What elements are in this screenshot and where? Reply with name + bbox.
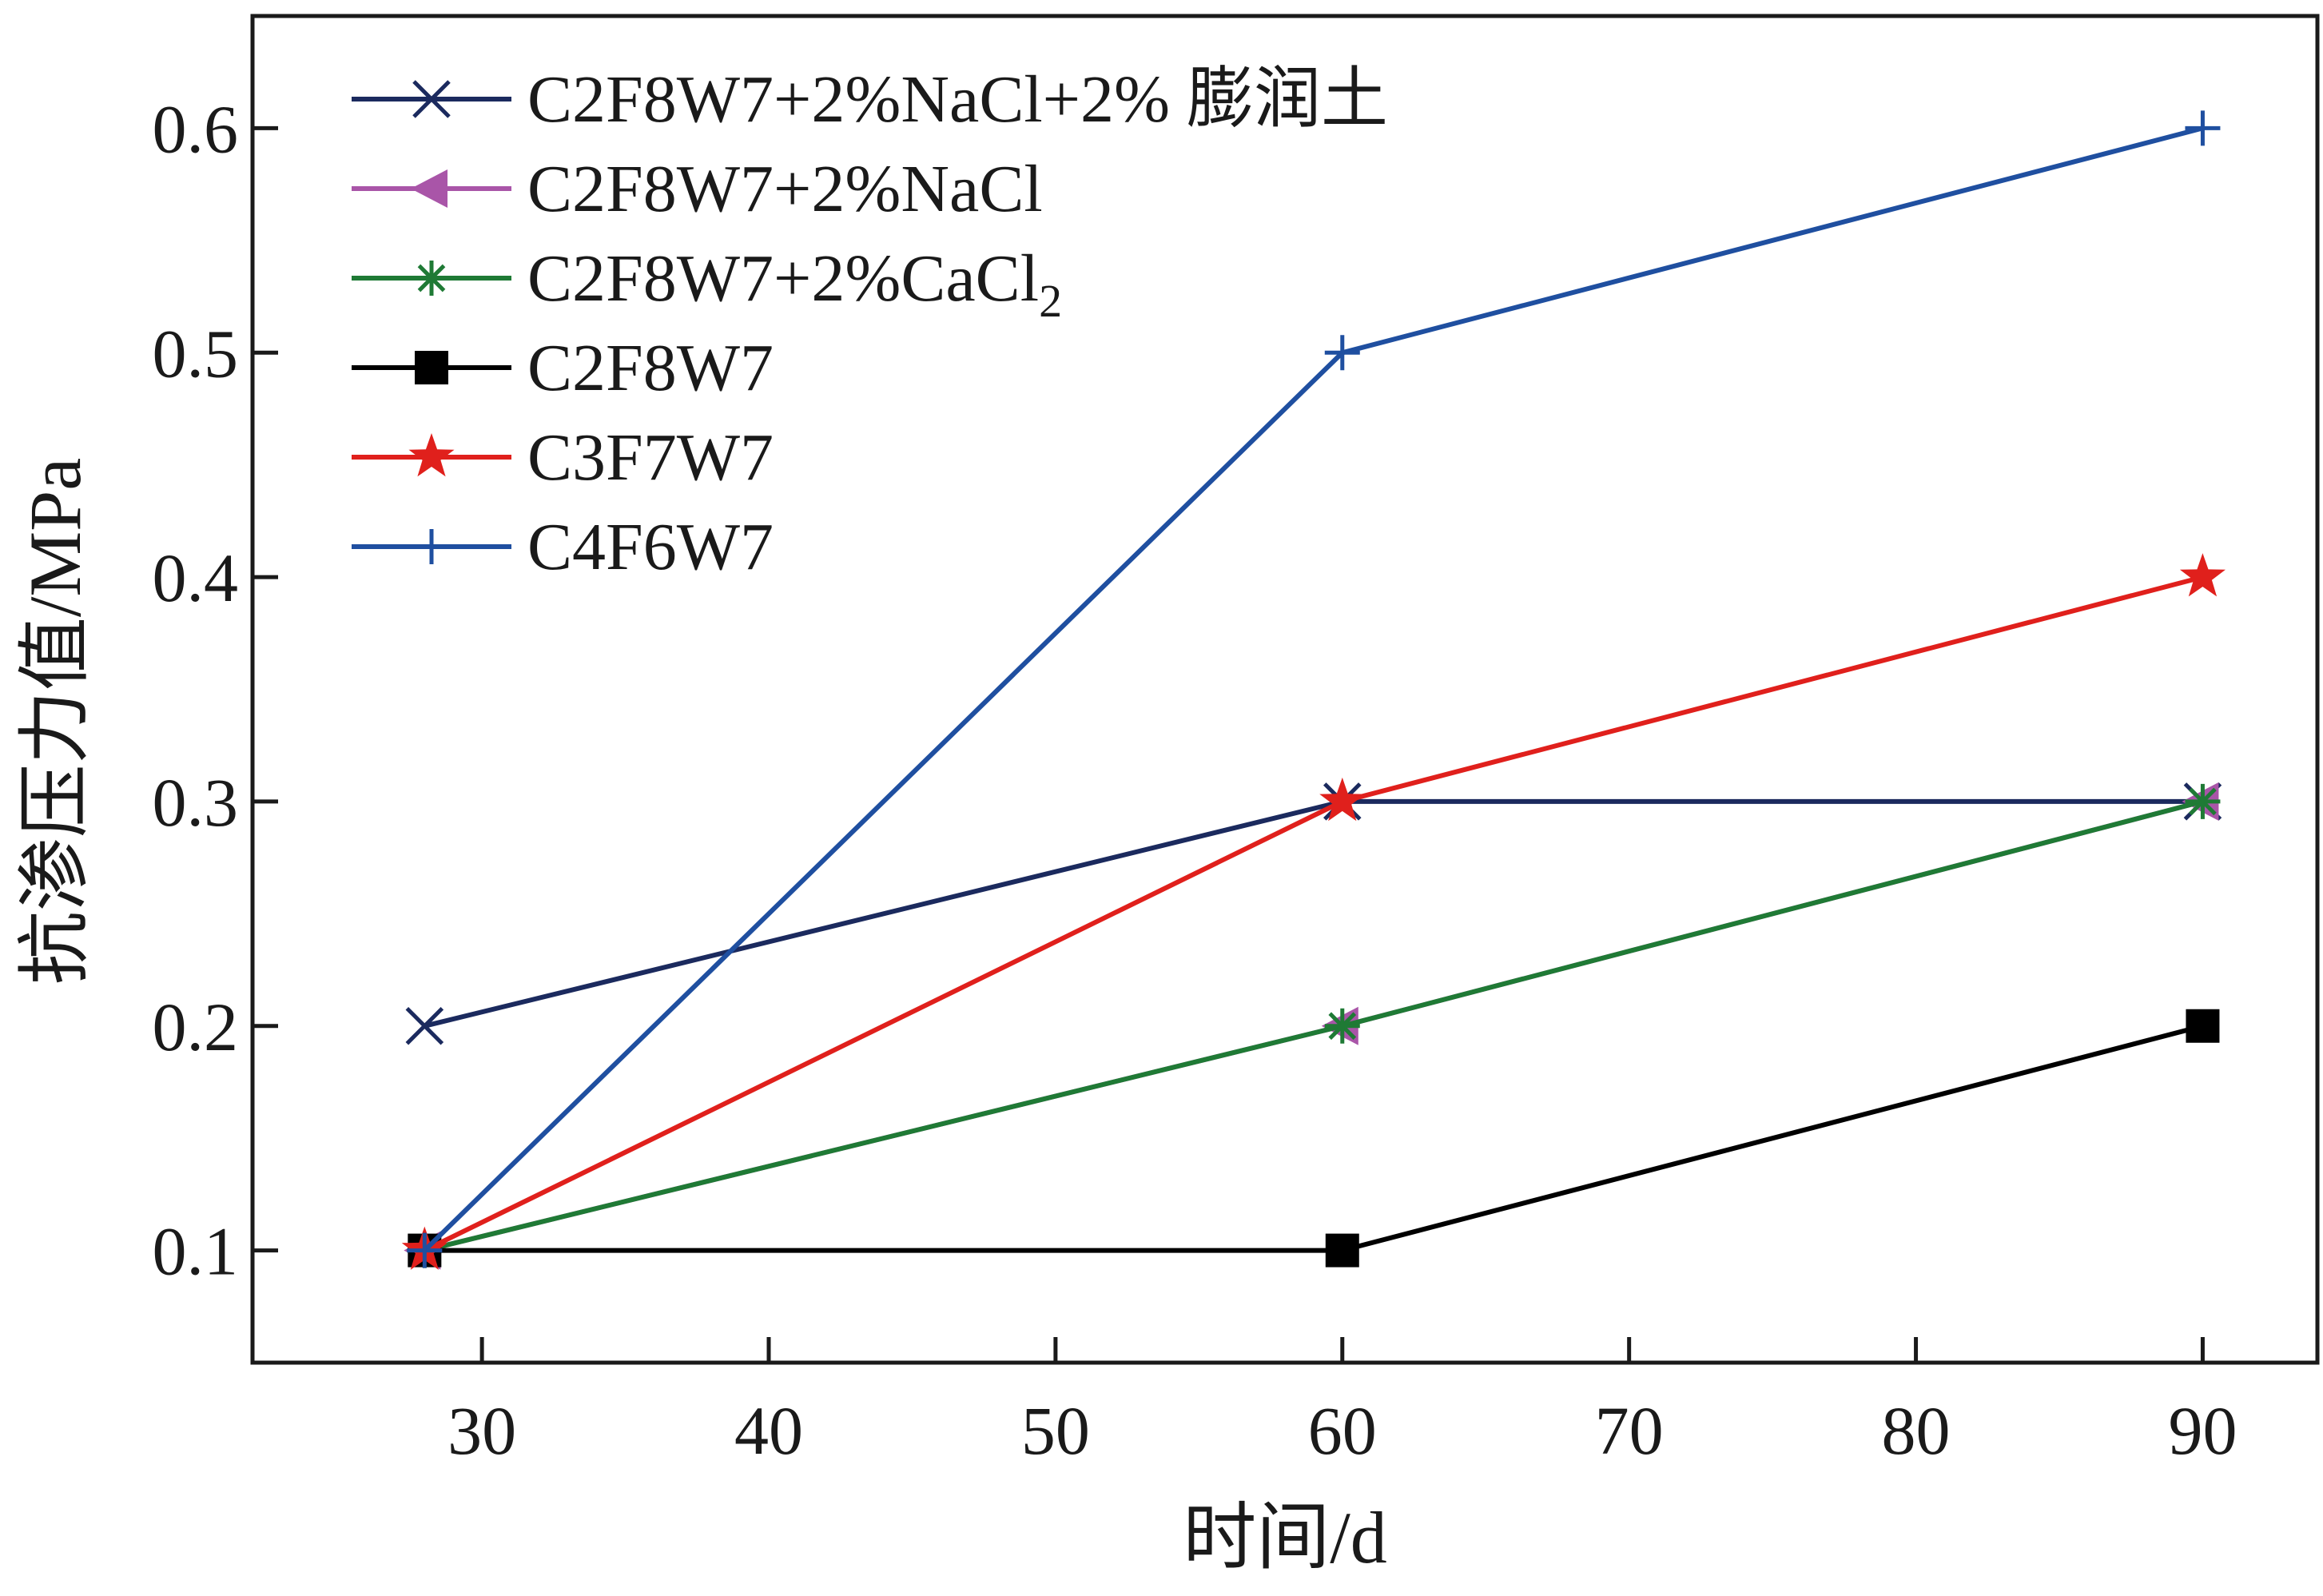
y-tick-label: 0.6 — [153, 90, 239, 167]
series-5 — [407, 110, 2221, 1268]
data-point — [1319, 777, 1366, 822]
legend-label: C2F8W7+2%NaCl — [527, 152, 1043, 226]
x-tick-label: 90 — [2168, 1392, 2237, 1469]
legend-label: C2F8W7 — [527, 331, 774, 405]
legend-item-2: C2F8W7+2%CaCl2 — [352, 241, 1062, 327]
x-tick-label: 60 — [1308, 1392, 1377, 1469]
axes-layer: 0.1 0.2 0.3 0.4 0.5 0.6 30 40 50 60 70 80 90 — [153, 14, 2320, 1469]
legend-item-1: C2F8W7+2%NaCl — [352, 152, 1043, 226]
y-tick-label: 0.4 — [153, 539, 239, 616]
legend-label: C3F7W7 — [527, 420, 774, 495]
series-line — [423, 575, 2204, 1253]
x-axis-title: 时间/d — [1183, 1497, 1387, 1578]
legend-marker — [411, 169, 447, 208]
data-point — [2185, 783, 2221, 819]
series-1 — [404, 782, 2219, 1270]
series-line — [424, 798, 2204, 1253]
series-layer — [401, 110, 2226, 1270]
data-point — [1324, 335, 1360, 371]
y-tick-label: 0.2 — [153, 989, 239, 1065]
legend-item-5: C4F6W7 — [352, 510, 774, 584]
legend-marker — [414, 261, 449, 296]
data-point — [2179, 553, 2226, 597]
x-tick-label: 30 — [447, 1392, 516, 1469]
legend-marker — [414, 529, 449, 564]
data-point — [2186, 1009, 2220, 1043]
legend-marker — [408, 433, 455, 477]
data-point — [1324, 1008, 1360, 1044]
series-3 — [408, 1009, 2220, 1268]
x-tick-label: 70 — [1595, 1392, 1664, 1469]
y-tick-label: 0.3 — [153, 764, 239, 841]
x-tick-label: 80 — [1882, 1392, 1951, 1469]
legend-label: C4F6W7 — [527, 510, 774, 584]
legend: C2F8W7+2%NaCl+2% 膨润土 C2F8W7+2%NaCl C2F8W7+… — [352, 62, 1388, 584]
series-line — [424, 1023, 2204, 1253]
plot-frame — [250, 14, 2320, 1365]
legend-marker — [412, 80, 451, 118]
series-2 — [407, 783, 2221, 1268]
y-tick-label: 0.5 — [153, 315, 239, 392]
legend-item-3: C2F8W7 — [352, 331, 774, 405]
y-tick-label: 0.1 — [153, 1213, 239, 1290]
data-point — [405, 1006, 444, 1045]
legend-item-4: C3F7W7 — [352, 420, 774, 495]
data-point — [1325, 1233, 1359, 1268]
legend-label: C2F8W7+2%NaCl+2% 膨润土 — [527, 62, 1388, 137]
legend-marker — [415, 351, 448, 384]
x-tick-label: 50 — [1021, 1392, 1090, 1469]
legend-label: C2F8W7+2%CaCl2 — [527, 241, 1062, 327]
x-tick-label: 40 — [734, 1392, 803, 1469]
data-point — [2185, 110, 2221, 146]
y-axis-title: 抗渗压力值/MPa — [14, 458, 96, 985]
legend-item-0: C2F8W7+2%NaCl+2% 膨润土 — [352, 62, 1388, 137]
series-4 — [401, 553, 2226, 1270]
data-point — [407, 1232, 443, 1268]
